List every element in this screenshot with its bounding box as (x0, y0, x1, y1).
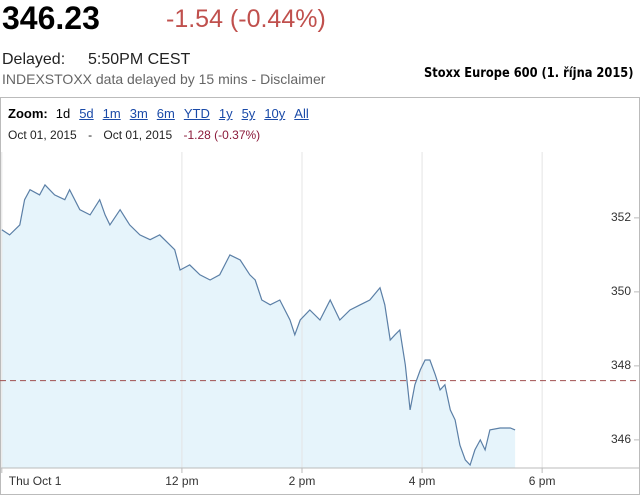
source-note: INDEXSTOXX data delayed by 15 mins - Dis… (2, 71, 326, 87)
zoom-option[interactable]: All (294, 106, 309, 121)
price-change: -1.54 (-0.44%) (166, 5, 326, 33)
x-tick-label: 12 pm (165, 474, 198, 488)
delayed-time: 5:50PM CEST (88, 51, 191, 68)
zoom-label: Zoom: (8, 106, 48, 121)
caption: Stoxx Europe 600 (1. října 2015) (424, 66, 634, 81)
zoom-option[interactable]: 5y (241, 106, 256, 121)
zoom-option[interactable]: 1m (102, 106, 121, 121)
range-change: -1.28 (-0.37%) (183, 128, 261, 142)
zoom-option[interactable]: 6m (156, 106, 175, 121)
zoom-option[interactable]: 10y (264, 106, 286, 121)
range-start[interactable]: Oct 01, 2015 (8, 128, 77, 142)
range-separator: - (88, 128, 93, 142)
price-line (1, 183, 516, 467)
date-range: Oct 01, 2015 - Oct 01, 2015 -1.28 (-0.37… (8, 128, 268, 142)
x-tick-label: Thu Oct 1 (9, 474, 62, 488)
y-tick-label: 350 (611, 284, 631, 298)
price: 346.23 (2, 0, 100, 36)
x-tick-label: 4 pm (409, 474, 436, 488)
area (1, 184, 516, 468)
y-tick-label: 346 (611, 432, 631, 446)
zoom-option[interactable]: YTD (183, 106, 210, 121)
y-tick-label: 352 (611, 210, 631, 224)
zoom-option[interactable]: 3m (129, 106, 148, 121)
delayed-label: Delayed: (2, 51, 66, 68)
zoom-bar: Zoom: 1d 5d 1m 3m 6m YTD 1y 5y 10y All (8, 106, 318, 121)
zoom-option[interactable]: 1d (55, 106, 71, 121)
x-tick-label: 6 pm (529, 474, 556, 488)
zoom-option[interactable]: 5d (79, 106, 94, 121)
range-end[interactable]: Oct 01, 2015 (103, 128, 173, 142)
y-tick-label: 348 (611, 358, 631, 372)
zoom-option[interactable]: 1y (218, 106, 233, 121)
x-tick-label: 2 pm (289, 474, 316, 488)
